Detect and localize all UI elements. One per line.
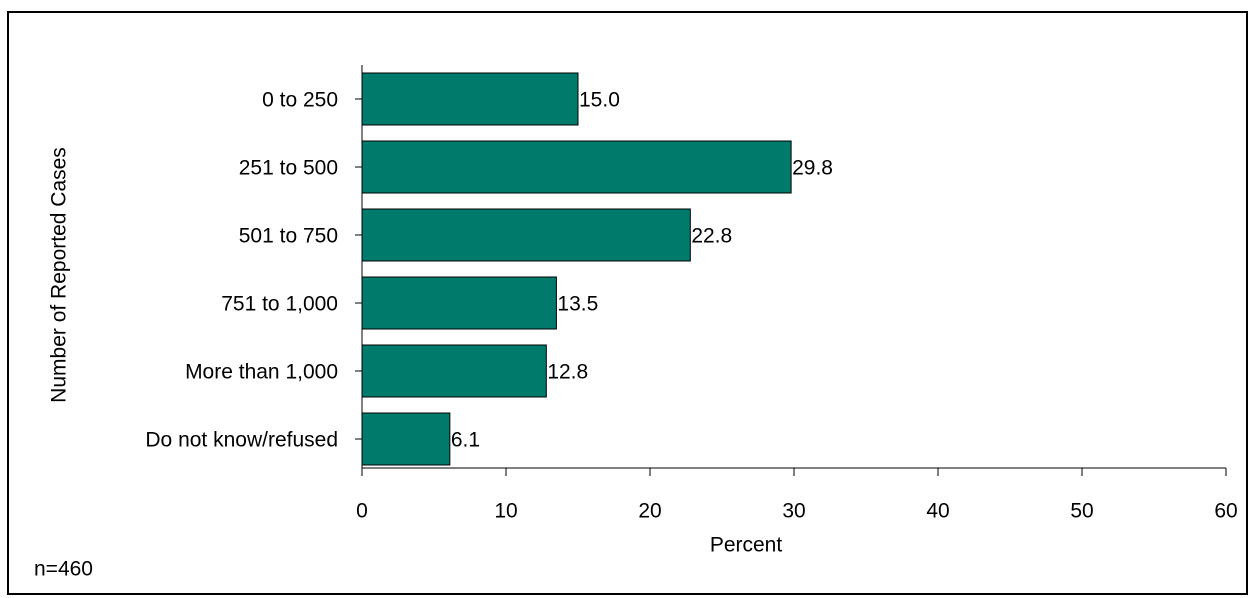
data-label: 13.5	[557, 293, 598, 316]
y-tick-label: 0 to 250	[262, 89, 338, 112]
x-tick-label: 0	[356, 500, 368, 523]
x-axis-label: Percent	[710, 534, 783, 557]
y-tick-label: Do not know/refused	[145, 429, 338, 452]
data-label: 12.8	[547, 361, 588, 384]
y-tick-label: 751 to 1,000	[221, 293, 338, 316]
y-axis-label: Number of Reported Cases	[48, 147, 71, 403]
bar	[361, 72, 579, 126]
data-label: 6.1	[451, 429, 480, 452]
bar	[361, 140, 792, 194]
y-tick-label: 251 to 500	[239, 157, 338, 180]
x-tick-label: 20	[638, 500, 661, 523]
bar	[361, 344, 547, 398]
y-tick-label: More than 1,000	[185, 361, 338, 384]
bar	[361, 276, 557, 330]
y-tick-label: 501 to 750	[239, 225, 338, 248]
x-tick-label: 30	[782, 500, 805, 523]
x-tick-label: 10	[494, 500, 517, 523]
bar	[361, 412, 451, 466]
data-label: 15.0	[579, 89, 620, 112]
data-label: 22.8	[691, 225, 732, 248]
annotation: n=460	[34, 558, 93, 581]
x-tick-label: 50	[1070, 500, 1093, 523]
frame	[7, 11, 1248, 595]
bar	[361, 208, 691, 262]
x-tick-label: 40	[926, 500, 949, 523]
x-tick-label: 60	[1214, 500, 1237, 523]
data-label: 29.8	[792, 157, 833, 180]
